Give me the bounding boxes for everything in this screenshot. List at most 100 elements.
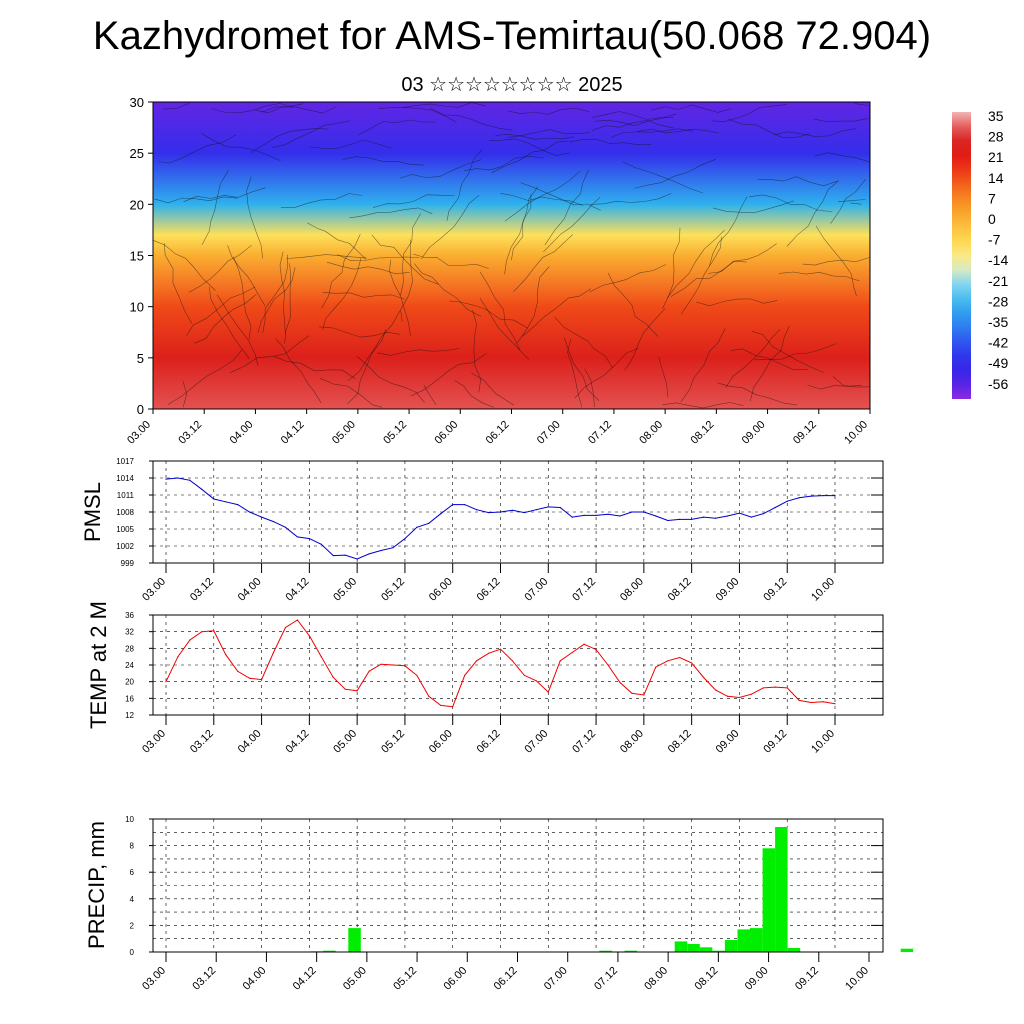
- pmsl-point: [822, 494, 824, 497]
- precip-bar: [737, 929, 750, 952]
- wind-streamline: [255, 106, 337, 114]
- y-tick-label: 1005: [116, 525, 134, 534]
- y-tick-label: 1011: [117, 491, 135, 500]
- temp-point: [296, 619, 299, 621]
- wind-streamline: [336, 254, 420, 262]
- wind-streamline: [815, 225, 857, 296]
- wind-streamline: [610, 128, 693, 138]
- wind-streamline: [194, 293, 257, 344]
- precip-bar: [750, 928, 763, 952]
- temp-point: [822, 701, 824, 703]
- y-tick-label: 6: [130, 868, 135, 877]
- pmsl-point: [750, 516, 752, 518]
- wind-streamline: [246, 176, 263, 259]
- wind-streamline: [414, 263, 482, 317]
- pmsl-point: [177, 477, 179, 479]
- x-tick-label: 04.12: [284, 576, 312, 604]
- temp-points: [165, 619, 836, 708]
- x-tick-label: 07.12: [570, 576, 598, 604]
- precip-bar: [674, 941, 688, 952]
- heatmap-x-tick-label: 05.00: [330, 419, 358, 447]
- pmsl-point: [655, 515, 657, 517]
- x-tick-label: 09.12: [761, 728, 789, 756]
- wind-streamline: [262, 254, 288, 334]
- heatmap-y-tick-label: 20: [130, 197, 144, 212]
- wind-streamline: [347, 329, 387, 405]
- x-tick-label: 07.12: [592, 965, 620, 993]
- wind-streamline: [229, 335, 310, 374]
- pmsl-grid: [153, 461, 883, 563]
- pmsl-point: [762, 513, 764, 515]
- temp-point: [679, 656, 681, 659]
- precip-bar: [687, 944, 700, 952]
- y-tick-label: 28: [125, 644, 134, 653]
- colorbar-label: -28: [988, 293, 1008, 309]
- y-tick-label: 2: [130, 921, 135, 930]
- colorbar-label: 7: [988, 190, 996, 206]
- page-title: Kazhydromet for AMS-Temirtau(50.068 72.9…: [92, 14, 932, 58]
- wind-streamline: [832, 376, 870, 388]
- x-tick-label: 05.12: [391, 965, 419, 993]
- wind-streamline: [507, 107, 589, 115]
- x-tick-label: 07.00: [522, 728, 550, 756]
- wind-streamline: [712, 104, 787, 122]
- x-tick-label: 04.12: [284, 728, 312, 756]
- x-tick-label: 06.00: [441, 965, 469, 993]
- wind-streamline: [479, 271, 521, 351]
- wind-streamline: [400, 213, 422, 296]
- temp-y-axis: 12 16 20 24 28 32 36: [125, 611, 883, 720]
- wind-streamline: [272, 120, 350, 148]
- wind-streamline: [280, 193, 362, 208]
- x-tick-label: 08.00: [642, 965, 670, 993]
- heatmap-x-tick-label: 04.00: [228, 419, 256, 447]
- precip-bar: [323, 950, 336, 952]
- wind-streamline: [830, 179, 866, 224]
- temp-point: [476, 660, 478, 662]
- colorbar-label: -35: [988, 314, 1008, 330]
- temperature-cross-section-panel: 0 5 10 15 20 25 30 03.00 03.12 04.00 04.12 05.00 05…: [125, 95, 871, 447]
- wind-streamline: [186, 286, 256, 336]
- pmsl-points: [165, 477, 836, 560]
- temp-point: [547, 691, 549, 693]
- x-tick-label: 08.00: [618, 576, 646, 604]
- wind-streamline: [680, 236, 722, 315]
- y-tick-label: 999: [121, 559, 135, 568]
- colorbar-label: -14: [988, 252, 1008, 268]
- pmsl-point: [726, 515, 729, 517]
- y-tick-label: 16: [125, 694, 134, 703]
- page-subtitle: 03 ☆☆☆☆☆☆☆☆ 2025: [401, 74, 623, 96]
- y-tick-label: 32: [125, 628, 134, 637]
- temp-point: [320, 656, 322, 658]
- colorbar-label: 35: [988, 108, 1004, 124]
- temp-point: [332, 676, 334, 679]
- heatmap-x-tick-label: 09.12: [791, 419, 819, 447]
- temp-point: [511, 660, 514, 662]
- wind-streamline: [163, 102, 190, 110]
- wind-streamline: [163, 243, 193, 324]
- wind-streamline: [607, 272, 659, 337]
- y-tick-label: 1014: [116, 474, 134, 483]
- pmsl-point: [165, 478, 167, 480]
- pmsl-point: [225, 501, 227, 503]
- heatmap-x-tick-label: 06.12: [484, 419, 512, 447]
- wind-streamline: [152, 240, 216, 291]
- pmsl-point: [249, 511, 251, 513]
- colorbar-label: -56: [988, 376, 1008, 392]
- temp-point: [440, 704, 442, 707]
- wind-streamline: [624, 308, 666, 371]
- temp-point: [595, 648, 597, 651]
- wind-streamline: [400, 239, 413, 322]
- wind-streamline: [504, 194, 532, 275]
- wind-streamline: [183, 187, 266, 203]
- wind-streamline: [372, 194, 455, 208]
- wind-streamline: [584, 368, 595, 408]
- pmsl-point: [201, 488, 203, 490]
- pmsl-point: [356, 558, 358, 560]
- temp-point: [798, 699, 800, 702]
- pmsl-x-axis: 03.00 03.12 04.00 04.12 05.00 05.12 06.00 06.12…: [140, 563, 837, 604]
- wind-streamline: [779, 271, 860, 282]
- wind-streamline: [227, 245, 266, 307]
- pmsl-point: [774, 506, 776, 509]
- wind-streamline: [399, 159, 482, 179]
